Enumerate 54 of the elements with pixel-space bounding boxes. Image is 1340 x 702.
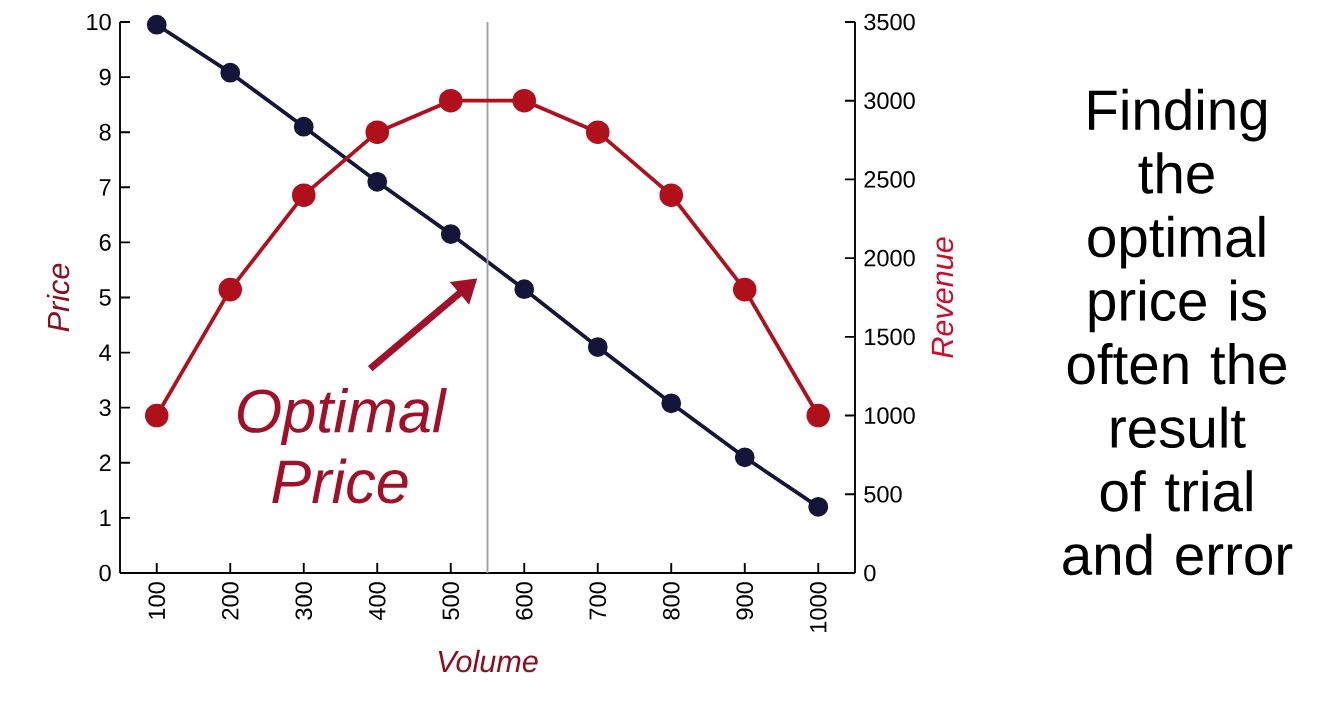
- point: [438, 88, 463, 113]
- y-tick-label: 2: [99, 454, 111, 471]
- y-tick-label: 3: [99, 399, 111, 417]
- x-tick-label: 100: [148, 582, 166, 619]
- x-tick-label: 700: [589, 582, 607, 620]
- x-axis-title: Volume: [438, 649, 538, 673]
- x-tick-label: 600: [515, 582, 533, 620]
- x-tick-label: 500: [442, 582, 460, 620]
- y-tick-label: 9: [99, 68, 111, 86]
- y2-tick-label: 0: [864, 564, 876, 582]
- x-tick-label: 200: [221, 582, 239, 620]
- point: [661, 393, 682, 414]
- point: [514, 279, 535, 300]
- point: [293, 116, 314, 137]
- y2-tick-label: 3000: [864, 92, 915, 110]
- y2-tick-label: 1000: [865, 407, 915, 424]
- y2-axis-title: Revenue: [931, 237, 954, 358]
- point: [440, 224, 461, 245]
- y-tick-label: 1: [100, 509, 111, 526]
- y2-tick-label: 2500: [864, 171, 915, 188]
- x-tick-label: 900: [736, 582, 754, 620]
- y-tick-label: 7: [99, 179, 111, 196]
- point: [587, 337, 608, 357]
- y-tick-label: 0: [99, 564, 111, 582]
- y-tick-label: 6: [99, 234, 111, 251]
- x-tick-label: 1000: [809, 582, 827, 632]
- point: [218, 277, 243, 302]
- point: [585, 120, 610, 144]
- point: [291, 183, 316, 207]
- y2-tick-label: 2000: [864, 249, 915, 267]
- point: [659, 183, 684, 207]
- point: [512, 88, 537, 113]
- y-axis-title: Price: [46, 263, 70, 332]
- x-tick-label: 300: [295, 582, 313, 620]
- point: [146, 14, 167, 35]
- text: Finding the optimal price is often the result of trial and error: [1063, 88, 1293, 576]
- y-tick-label: 10: [87, 13, 111, 31]
- y-tick-label: 4: [99, 344, 111, 361]
- point: [144, 403, 169, 428]
- point: [365, 120, 390, 144]
- y2-tick-label: 500: [864, 485, 902, 503]
- y2-tick-label: 3500: [864, 13, 915, 31]
- point: [806, 403, 831, 428]
- point: [808, 496, 829, 517]
- ref-line-label: Optimal Price: [237, 387, 447, 504]
- point: [732, 277, 757, 302]
- x-tick-label: 400: [368, 582, 386, 621]
- y-tick-label: 8: [99, 123, 111, 141]
- point: [220, 62, 241, 83]
- x-tick-label: 800: [662, 582, 680, 620]
- point: [734, 447, 755, 468]
- y2-tick-label: 1500: [865, 328, 915, 346]
- y-tick-label: 5: [99, 289, 111, 306]
- point: [367, 171, 388, 192]
